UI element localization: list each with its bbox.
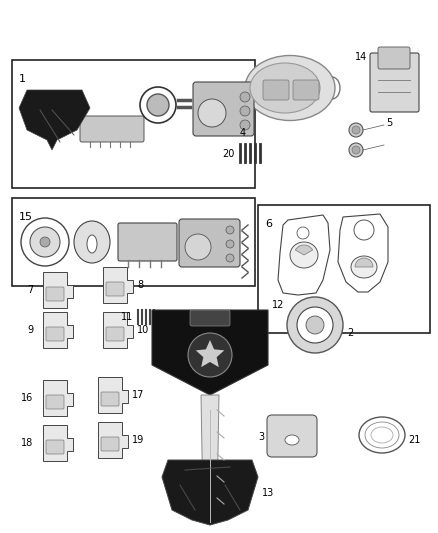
FancyBboxPatch shape (80, 116, 144, 142)
Polygon shape (103, 267, 133, 303)
Circle shape (185, 234, 211, 260)
Circle shape (240, 92, 250, 102)
Circle shape (226, 254, 234, 262)
Text: 17: 17 (132, 390, 145, 400)
Text: 3: 3 (258, 432, 264, 442)
Text: 11: 11 (121, 312, 133, 322)
Ellipse shape (351, 256, 377, 278)
Text: 21: 21 (408, 435, 420, 445)
Circle shape (147, 94, 169, 116)
FancyBboxPatch shape (370, 53, 419, 112)
Bar (12, 198, 255, 286)
Polygon shape (98, 422, 128, 458)
Circle shape (226, 226, 234, 234)
Circle shape (287, 297, 343, 353)
FancyBboxPatch shape (106, 282, 124, 296)
Text: 8: 8 (137, 280, 143, 290)
Text: 19: 19 (132, 435, 144, 445)
Polygon shape (43, 380, 73, 416)
Text: 20: 20 (223, 149, 235, 159)
Circle shape (140, 87, 176, 123)
FancyBboxPatch shape (293, 80, 319, 100)
Wedge shape (355, 258, 373, 267)
Text: 10: 10 (137, 325, 149, 335)
Circle shape (354, 220, 374, 240)
Ellipse shape (365, 422, 399, 448)
Ellipse shape (290, 242, 318, 268)
Circle shape (40, 237, 50, 247)
Circle shape (349, 143, 363, 157)
FancyBboxPatch shape (101, 392, 119, 406)
Ellipse shape (87, 235, 97, 253)
Ellipse shape (74, 221, 110, 263)
Circle shape (306, 316, 324, 334)
Circle shape (240, 120, 250, 130)
Ellipse shape (359, 417, 405, 453)
Text: 12: 12 (272, 300, 284, 310)
Bar (258, 205, 430, 333)
FancyBboxPatch shape (378, 47, 410, 69)
Text: 16: 16 (21, 393, 33, 403)
Polygon shape (196, 340, 224, 367)
Polygon shape (201, 395, 219, 525)
FancyBboxPatch shape (193, 82, 254, 136)
FancyBboxPatch shape (46, 440, 64, 454)
FancyBboxPatch shape (106, 327, 124, 341)
FancyBboxPatch shape (263, 80, 289, 100)
Circle shape (352, 146, 360, 154)
FancyBboxPatch shape (118, 223, 177, 261)
Circle shape (297, 227, 309, 239)
Bar (12, 60, 255, 188)
Polygon shape (19, 90, 90, 150)
Text: 6: 6 (265, 219, 272, 229)
Text: 15: 15 (19, 212, 33, 222)
Polygon shape (152, 310, 268, 395)
Polygon shape (338, 214, 388, 292)
Wedge shape (295, 245, 313, 255)
Circle shape (349, 123, 363, 137)
Text: 2: 2 (347, 328, 353, 338)
Circle shape (21, 218, 69, 266)
Polygon shape (43, 425, 73, 461)
Polygon shape (43, 312, 73, 348)
Text: 18: 18 (21, 438, 33, 448)
FancyBboxPatch shape (46, 327, 64, 341)
Text: 14: 14 (355, 52, 367, 62)
FancyBboxPatch shape (190, 310, 230, 326)
Polygon shape (98, 377, 128, 413)
Ellipse shape (371, 427, 393, 443)
Ellipse shape (250, 63, 320, 113)
FancyBboxPatch shape (101, 437, 119, 451)
FancyBboxPatch shape (46, 287, 64, 301)
Circle shape (240, 106, 250, 116)
Circle shape (198, 99, 226, 127)
Circle shape (226, 240, 234, 248)
Polygon shape (43, 272, 73, 308)
Text: 4: 4 (240, 128, 246, 138)
Circle shape (352, 126, 360, 134)
Polygon shape (162, 460, 258, 525)
Text: 7: 7 (27, 285, 33, 295)
Text: 1: 1 (19, 74, 26, 84)
Text: 9: 9 (27, 325, 33, 335)
FancyBboxPatch shape (46, 395, 64, 409)
Text: 5: 5 (386, 118, 392, 128)
Ellipse shape (245, 55, 335, 120)
Circle shape (30, 227, 60, 257)
Text: 13: 13 (262, 488, 274, 498)
FancyBboxPatch shape (267, 415, 317, 457)
FancyBboxPatch shape (179, 219, 240, 267)
Polygon shape (278, 215, 330, 295)
Polygon shape (103, 312, 133, 348)
Circle shape (188, 333, 232, 377)
Ellipse shape (285, 435, 299, 445)
Circle shape (297, 307, 333, 343)
